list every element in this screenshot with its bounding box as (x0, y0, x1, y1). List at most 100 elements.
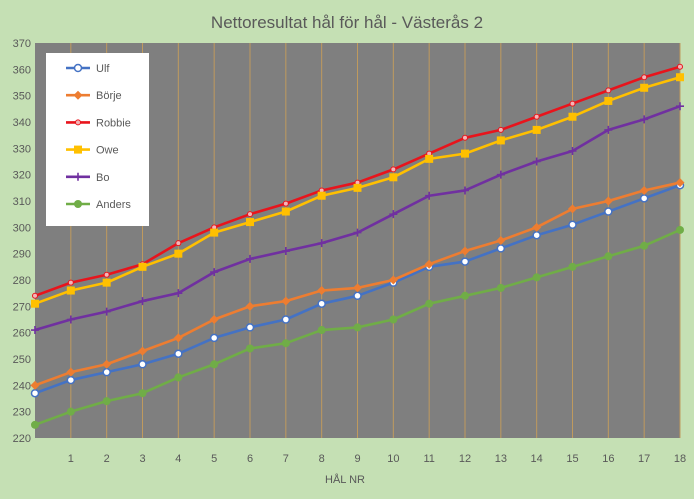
series-bo (31, 102, 684, 335)
series-ulf (30, 180, 685, 398)
legend-label: Owe (96, 145, 119, 157)
series-anders (31, 225, 684, 429)
x-tick-label: 5 (211, 453, 217, 465)
x-tick-label: 6 (247, 453, 253, 465)
legend-label: Bo (96, 172, 109, 184)
data-point (676, 73, 684, 82)
data-point (640, 115, 649, 124)
data-point (496, 136, 505, 145)
data-point (496, 244, 506, 253)
data-point (30, 388, 40, 398)
y-tick-label: 290 (13, 249, 31, 261)
data-point (173, 333, 183, 343)
data-point (497, 126, 504, 133)
data-point (210, 360, 219, 369)
x-tick-label: 17 (638, 453, 650, 465)
y-tick-label: 270 (13, 301, 31, 313)
x-tick-label: 8 (319, 453, 325, 465)
x-tick-label: 14 (531, 453, 543, 465)
data-point (568, 262, 577, 271)
series-layer (30, 63, 685, 429)
data-point (389, 210, 398, 219)
data-point (31, 326, 39, 335)
data-point (66, 315, 75, 324)
data-point (388, 275, 398, 285)
data-point (640, 83, 649, 92)
y-tick-label: 320 (13, 170, 31, 182)
data-point (246, 218, 254, 227)
x-tick-label: 2 (104, 453, 110, 465)
data-point (389, 315, 398, 324)
data-point (247, 211, 253, 218)
data-point (425, 154, 434, 163)
data-point (210, 268, 219, 277)
data-point (425, 299, 434, 308)
data-point (66, 367, 76, 377)
data-point (31, 420, 39, 429)
data-point (174, 289, 183, 298)
data-point (641, 74, 648, 81)
legend-marker (73, 90, 83, 100)
chart-title: Nettoresultat hål för hål - Västerås 2 (211, 13, 483, 32)
data-point (102, 359, 112, 369)
legend-marker (75, 119, 81, 126)
data-point (461, 186, 469, 195)
data-point (281, 247, 290, 256)
data-point (532, 230, 541, 240)
data-point (568, 146, 577, 155)
legend-box (46, 53, 149, 226)
legend-label: Ulf (96, 63, 110, 75)
data-point (246, 344, 254, 353)
data-point (317, 299, 326, 308)
data-point (353, 323, 362, 332)
x-tick-label: 15 (566, 453, 578, 465)
data-point (66, 407, 75, 416)
data-point (639, 194, 649, 203)
data-point (461, 149, 469, 158)
data-point (210, 228, 219, 237)
x-tick-label: 18 (674, 453, 686, 465)
data-point (138, 262, 147, 271)
x-tick-label: 10 (387, 453, 399, 465)
data-point (460, 257, 470, 266)
data-point (138, 346, 147, 356)
data-point (31, 299, 39, 308)
data-point (353, 228, 362, 237)
x-tick-label: 11 (423, 453, 434, 465)
data-point (460, 246, 470, 256)
data-point (569, 100, 576, 107)
legend-label: Robbie (96, 117, 131, 129)
y-tick-label: 330 (13, 143, 31, 155)
data-point (640, 241, 649, 250)
data-point (532, 157, 541, 166)
x-axis-tick-labels: 1 2 3 4 5 6 7 8 9 10 11 12 13 14 15 16 17 18 (68, 453, 686, 465)
y-tick-label: 230 (13, 407, 31, 419)
legend-marker (74, 172, 82, 181)
series-b-rje (30, 178, 685, 390)
data-point (175, 240, 182, 247)
y-tick-label: 300 (13, 222, 31, 234)
data-point (66, 375, 76, 385)
data-point (639, 185, 649, 195)
x-axis-label: HÅL NR (325, 473, 365, 486)
legend-marker (74, 200, 82, 208)
x-tick-label: 4 (175, 453, 181, 465)
data-point (174, 349, 183, 358)
data-point (389, 173, 398, 182)
y-tick-label: 250 (13, 354, 31, 366)
data-point (604, 125, 613, 134)
data-point (462, 134, 468, 141)
data-point (532, 125, 541, 134)
data-point (281, 296, 291, 306)
data-point (102, 278, 111, 287)
data-point (67, 279, 74, 286)
data-point (317, 286, 327, 296)
y-tick-label: 370 (13, 38, 31, 50)
data-point (353, 291, 362, 301)
x-tick-label: 16 (602, 453, 614, 465)
data-point (677, 63, 683, 70)
y-tick-label: 310 (13, 196, 31, 208)
data-point (496, 170, 505, 179)
data-point (66, 286, 75, 295)
